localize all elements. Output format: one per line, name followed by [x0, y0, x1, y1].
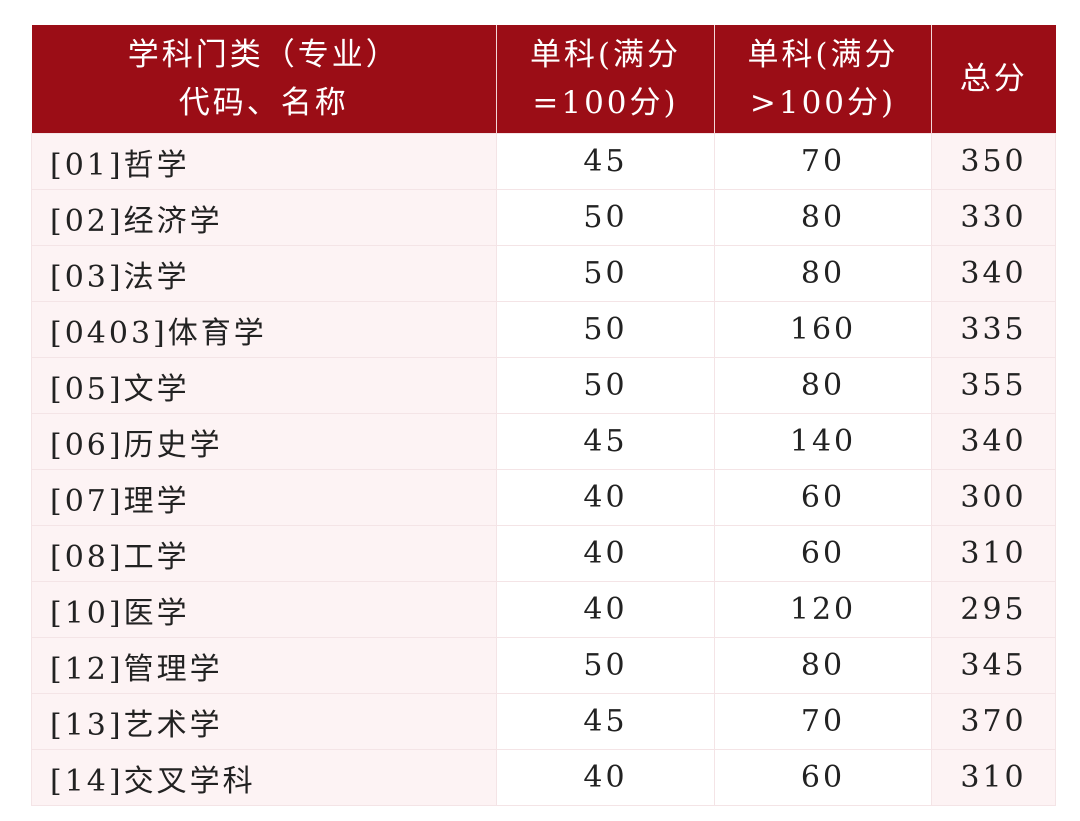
total-cell: 370 — [931, 693, 1056, 750]
table-row: [03]法学 50 80 340 — [31, 245, 1056, 302]
discipline-cell: [02]经济学 — [31, 189, 497, 246]
single-over-100-cell: 80 — [714, 357, 932, 414]
header-row: 学科门类（专业） 代码、名称 单科(满分 =100分) 单科(满分 >100分) 总分 — [31, 25, 1056, 134]
discipline-cell: [06]历史学 — [31, 413, 497, 470]
table-row: [08]工学 40 60 310 — [31, 525, 1056, 582]
discipline-cell: [0403]体育学 — [31, 301, 497, 358]
header-line: 单科(满分 — [529, 37, 682, 73]
single-over-100-cell: 60 — [714, 469, 932, 526]
header-line: 代码、名称 — [178, 85, 349, 121]
discipline-cell: [07]理学 — [31, 469, 497, 526]
table-row: [07]理学 40 60 300 — [31, 469, 1056, 526]
table-row: [14]交叉学科 40 60 310 — [31, 749, 1056, 806]
total-cell: 345 — [931, 637, 1056, 694]
single-over-100-cell: 80 — [714, 637, 932, 694]
single-over-100-cell: 80 — [714, 189, 932, 246]
total-cell: 310 — [931, 749, 1056, 806]
header-discipline: 学科门类（专业） 代码、名称 — [31, 25, 497, 134]
header-single-100: 单科(满分 =100分) — [496, 25, 715, 134]
table-row: [05]文学 50 80 355 — [31, 357, 1056, 414]
table-row: [13]艺术学 45 70 370 — [31, 693, 1056, 750]
table-row: [01]哲学 45 70 350 — [31, 133, 1056, 190]
single-over-100-cell: 60 — [714, 525, 932, 582]
header-single-over-100: 单科(满分 >100分) — [714, 25, 932, 134]
discipline-cell: [03]法学 — [31, 245, 497, 302]
single-over-100-cell: 70 — [714, 133, 932, 190]
discipline-cell: [10]医学 — [31, 581, 497, 638]
discipline-cell: [13]艺术学 — [31, 693, 497, 750]
total-cell: 330 — [931, 189, 1056, 246]
total-cell: 355 — [931, 357, 1056, 414]
single-100-cell: 50 — [496, 301, 715, 358]
discipline-cell: [01]哲学 — [31, 133, 497, 190]
total-cell: 295 — [931, 581, 1056, 638]
total-cell: 340 — [931, 245, 1056, 302]
discipline-cell: [12]管理学 — [31, 637, 497, 694]
total-cell: 350 — [931, 133, 1056, 190]
single-over-100-cell: 160 — [714, 301, 932, 358]
table-row: [02]经济学 50 80 330 — [31, 189, 1056, 246]
single-100-cell: 50 — [496, 189, 715, 246]
table-row: [12]管理学 50 80 345 — [31, 637, 1056, 694]
single-100-cell: 40 — [496, 469, 715, 526]
discipline-cell: [08]工学 — [31, 525, 497, 582]
header-line: =100分) — [532, 85, 679, 121]
header-total: 总分 — [931, 25, 1056, 134]
single-100-cell: 40 — [496, 581, 715, 638]
discipline-cell: [05]文学 — [31, 357, 497, 414]
single-over-100-cell: 80 — [714, 245, 932, 302]
table-row: [06]历史学 45 140 340 — [31, 413, 1056, 470]
table-row: [0403]体育学 50 160 335 — [31, 301, 1056, 358]
total-cell: 335 — [931, 301, 1056, 358]
total-cell: 300 — [931, 469, 1056, 526]
header-line: 单科(满分 — [747, 37, 899, 73]
single-100-cell: 40 — [496, 525, 715, 582]
single-100-cell: 45 — [496, 413, 715, 470]
header-line: 学科门类（专业） — [127, 37, 400, 73]
single-100-cell: 50 — [496, 637, 715, 694]
single-100-cell: 45 — [496, 133, 715, 190]
total-cell: 310 — [931, 525, 1056, 582]
single-100-cell: 40 — [496, 749, 715, 806]
total-cell: 340 — [931, 413, 1056, 470]
discipline-cell: [14]交叉学科 — [31, 749, 497, 806]
header-line: >100分) — [749, 85, 897, 121]
single-100-cell: 50 — [496, 357, 715, 414]
single-over-100-cell: 140 — [714, 413, 932, 470]
score-table: 学科门类（专业） 代码、名称 单科(满分 =100分) 单科(满分 >100分) 总分… — [31, 25, 1056, 806]
single-100-cell: 45 — [496, 693, 715, 750]
single-over-100-cell: 60 — [714, 749, 932, 806]
single-over-100-cell: 120 — [714, 581, 932, 638]
single-100-cell: 50 — [496, 245, 715, 302]
single-over-100-cell: 70 — [714, 693, 932, 750]
table-row: [10]医学 40 120 295 — [31, 581, 1056, 638]
